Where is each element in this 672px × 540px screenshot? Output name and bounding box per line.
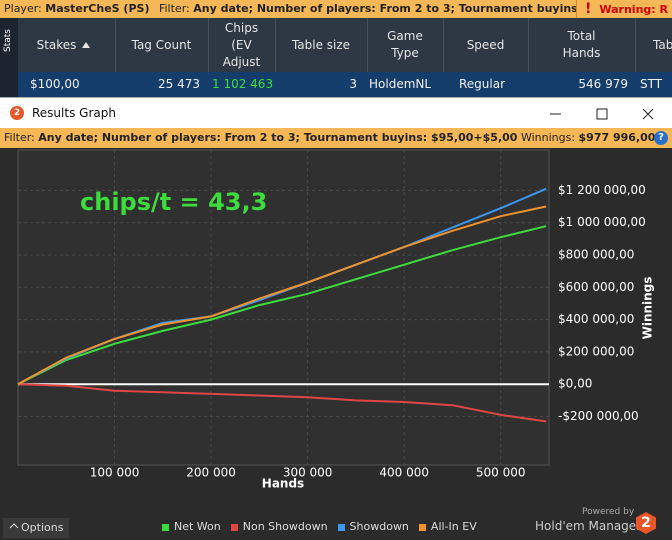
app-logo: 2 [10, 106, 24, 120]
close-button[interactable] [642, 108, 654, 120]
plot-area [17, 149, 550, 466]
brand: Hold'em Manager [535, 519, 642, 533]
column-header[interactable]: Table size [275, 18, 368, 72]
y-axis-title: Winnings [641, 277, 655, 340]
legend-swatch [230, 523, 238, 531]
filter-bar: Player: MasterCheS (PS) Filter: Any date… [0, 0, 672, 18]
window-titlebar: 2 Results Graph [0, 97, 672, 129]
options-label: Options [21, 521, 64, 534]
filter-label: Filter: [158, 2, 190, 15]
cell: 3 [349, 77, 357, 91]
y-tick-label: $1 200 000,00 [558, 183, 646, 197]
winnings: $977 996,00 [578, 131, 656, 144]
player-label: Player: [4, 2, 42, 15]
legend-item[interactable]: Showdown [337, 518, 409, 536]
winnings-label: Winnings: [520, 131, 576, 144]
legend: Net Won Non Showdown Showdown All-In EV [162, 518, 477, 536]
y-tick-label: $800 000,00 [558, 248, 634, 262]
y-tick-label: $1 000 000,00 [558, 215, 646, 229]
column-header[interactable]: Total Hands [528, 18, 636, 72]
column-header[interactable]: Tag Count [115, 18, 209, 72]
y-tick-label: $400 000,00 [558, 312, 634, 326]
column-header[interactable]: Tab [635, 18, 672, 72]
maximize-button[interactable] [596, 108, 608, 120]
brand-logo: 2 [636, 512, 656, 534]
filter: Any date; Number of players: From 2 to 3… [38, 131, 518, 144]
column-title: Speed [466, 37, 505, 52]
legend-label: Non Showdown [242, 520, 328, 533]
graph-filter-bar: Filter: Any date; Number of players: Fro… [0, 128, 672, 148]
column-header[interactable]: Speed [443, 18, 529, 72]
column-title: Chips (EV Adjust [222, 20, 261, 69]
series-line [17, 225, 547, 386]
legend-item[interactable]: Net Won [162, 518, 221, 536]
help-button[interactable]: ? [654, 131, 668, 145]
legend-label: All-In EV [430, 520, 477, 533]
options-button[interactable]: Options [3, 518, 69, 538]
series-line [17, 205, 547, 386]
powered-by: Powered by [582, 507, 635, 517]
legend-swatch [418, 523, 426, 531]
sort-arrow [82, 42, 91, 48]
column-header[interactable]: Chips (EV Adjust [208, 18, 276, 72]
y-tick-label: $200 000,00 [558, 344, 634, 358]
x-tick-label: 100 000 [90, 466, 140, 480]
chart: chips/t = 43,3 Hands Winnings -$200 000,… [0, 148, 672, 515]
column-title: Game Type [387, 29, 423, 60]
x-tick-label: 400 000 [379, 466, 429, 480]
side-tab[interactable]: Stats [0, 18, 18, 97]
cell: 25 473 [158, 77, 200, 91]
x-tick-label: 300 000 [283, 466, 333, 480]
column-header[interactable]: Stakes [18, 18, 116, 72]
filter-label: Filter: [4, 131, 35, 144]
column-header[interactable]: Game Type [367, 18, 444, 72]
cell: HoldemNL [369, 77, 432, 91]
warning[interactable]: ! Warning: R [576, 0, 672, 18]
cell: STT [640, 77, 663, 91]
cell: 1 102 463 [212, 77, 274, 91]
player: MasterCheS (PS) [45, 2, 150, 15]
options-arrow [9, 523, 19, 529]
legend-swatch [337, 523, 345, 531]
column-title: Stakes [36, 37, 77, 52]
table-row[interactable]: $100,00 25 473 1 102 463 3 HoldemNL Regu… [18, 72, 672, 97]
series-line [17, 383, 547, 423]
column-title: Tab [653, 37, 672, 52]
x-tick-label: 500 000 [476, 466, 526, 480]
legend-swatch [162, 523, 169, 531]
x-axis-title: Hands [262, 477, 304, 491]
y-tick-label: $600 000,00 [558, 280, 634, 294]
cell: Regular [459, 77, 506, 91]
warning-text: Warning: R [599, 3, 668, 16]
filter: Any date; Number of players: From 2 to 3… [193, 2, 672, 15]
table-header: Stakes Tag Count Chips (EV Adjust Table … [18, 18, 672, 72]
annotation: chips/t = 43,3 [80, 188, 267, 216]
column-title: Table size [291, 37, 351, 52]
legend-label: Net Won [174, 520, 221, 533]
legend-item[interactable]: Non Showdown [230, 518, 328, 536]
cell: 546 979 [578, 77, 628, 91]
window-controls [550, 108, 654, 120]
side-tab-label: Stats [3, 29, 13, 52]
column-title: Total Hands [562, 29, 601, 60]
column-title: Tag Count [131, 37, 192, 52]
legend-item[interactable]: All-In EV [418, 518, 477, 536]
legend-label: Showdown [349, 520, 409, 533]
cell: $100,00 [30, 77, 80, 91]
footer: Options Net Won Non Showdown Showdown All-I… [0, 507, 672, 540]
warning-icon: ! [585, 1, 592, 17]
window-title: Results Graph [32, 106, 116, 120]
x-tick-label: 200 000 [186, 466, 236, 480]
y-tick-label: -$200 000,00 [558, 409, 639, 423]
y-tick-label: $0,00 [558, 377, 592, 391]
